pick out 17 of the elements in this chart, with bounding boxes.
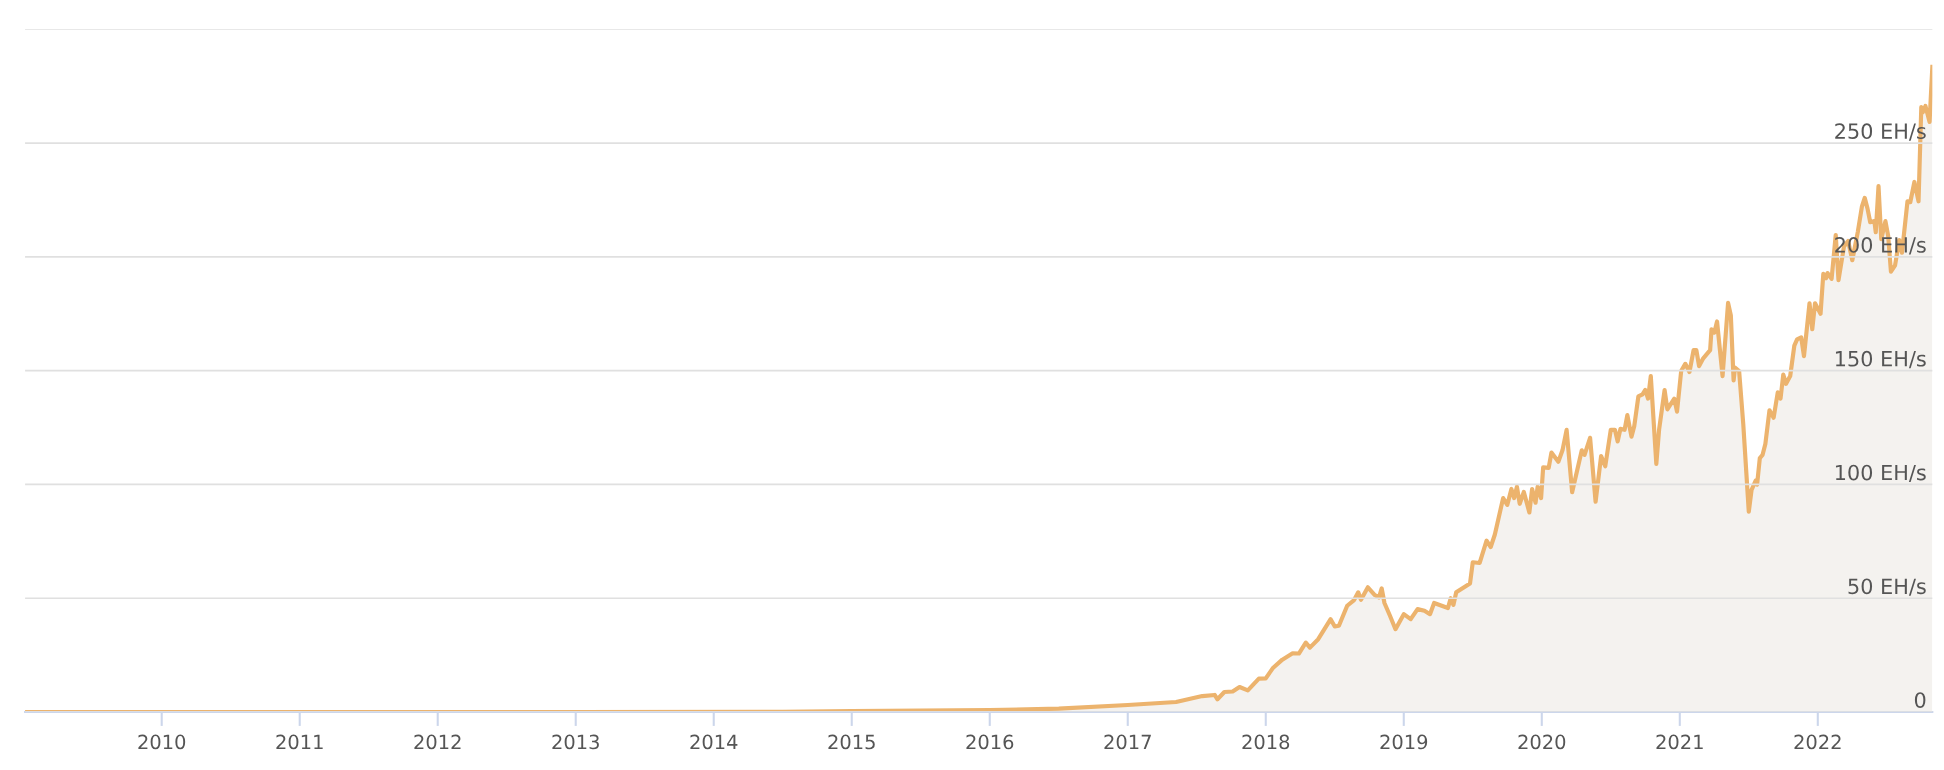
- x-tick-label: 2020: [1518, 734, 1566, 750]
- x-tick-label: 2022: [1794, 734, 1841, 750]
- x-tick-label: 2019: [1380, 734, 1428, 750]
- x-tick-label: 2014: [690, 734, 738, 750]
- y-tick-label: 50 EH/s: [1848, 578, 1926, 596]
- x-tick-label: 2012: [414, 734, 461, 750]
- x-tick-label: 2015: [828, 734, 875, 750]
- y-tick-label: 150 EH/s: [1835, 350, 1926, 369]
- x-tick-label: 2017: [1104, 734, 1151, 750]
- x-tick-label: 2016: [966, 734, 1014, 750]
- x-tick-label: 2010: [138, 734, 186, 750]
- y-tick-label: 0: [1914, 692, 1926, 708]
- x-tick-label: 2018: [1242, 734, 1290, 750]
- y-tick-label: 100 EH/s: [1835, 464, 1926, 483]
- x-tick-label: 2021: [1656, 734, 1703, 750]
- x-tick-label: 2013: [552, 734, 599, 750]
- x-tick-label: 2011: [276, 734, 323, 750]
